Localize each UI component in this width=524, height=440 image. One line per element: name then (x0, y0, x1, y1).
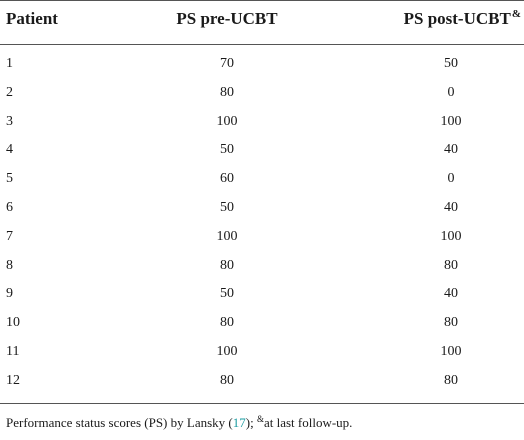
table-row: 2 80 0 (0, 85, 524, 114)
table-row: 8 80 80 (0, 258, 524, 287)
header-patient: Patient (6, 9, 58, 28)
cell-ps-post: 0 (447, 84, 455, 100)
cell-ps-pre: 50 (220, 199, 234, 215)
header-bottom-rule (0, 44, 524, 45)
table-row: 11 100 100 (0, 344, 524, 373)
footnote-reference-link[interactable]: 17 (232, 415, 246, 430)
cell-patient: 5 (6, 171, 13, 187)
cell-patient: 4 (6, 142, 13, 158)
table-top-rule (0, 0, 524, 1)
cell-ps-pre: 80 (220, 257, 234, 273)
cell-patient: 10 (6, 315, 20, 331)
cell-ps-pre: 100 (216, 113, 238, 129)
table-row: 1 70 50 (0, 56, 524, 85)
footnote-mark: & (256, 414, 264, 424)
cell-patient: 6 (6, 199, 13, 215)
cell-ps-pre: 80 (220, 372, 234, 388)
cell-patient: 9 (6, 286, 13, 302)
table-row: 3 100 100 (0, 114, 524, 143)
cell-ps-post: 100 (440, 343, 462, 359)
header-ps-post: PS post-UCBT& (376, 9, 521, 29)
cell-ps-post: 100 (440, 228, 462, 244)
table-row: 5 60 0 (0, 171, 524, 200)
footnote-text-before: Performance status scores (PS) by Lansky… (6, 415, 233, 430)
cell-patient: 3 (6, 113, 13, 129)
table-row: 7 100 100 (0, 229, 524, 258)
cell-patient: 7 (6, 228, 13, 244)
table-row: 10 80 80 (0, 315, 524, 344)
cell-patient: 1 (6, 56, 13, 71)
cell-ps-post: 40 (444, 286, 458, 302)
table-bottom-rule (0, 403, 524, 404)
header-ps-pre: PS pre-UCBT (176, 9, 278, 28)
cell-ps-post: 40 (444, 199, 458, 215)
table-row: 6 50 40 (0, 200, 524, 229)
cell-patient: 8 (6, 257, 13, 273)
cell-ps-post: 80 (444, 372, 458, 388)
cell-ps-pre: 70 (220, 56, 234, 71)
table-row: 9 50 40 (0, 286, 524, 315)
cell-patient: 2 (6, 84, 13, 100)
table-header-row: Patient PS pre-UCBT PS post-UCBT& (0, 0, 524, 44)
footnote-text-after: at last follow-up. (263, 415, 353, 430)
cell-patient: 11 (6, 343, 20, 359)
cell-ps-post: 40 (444, 142, 458, 158)
cell-ps-post: 100 (440, 113, 462, 129)
footnote-text-middle: ); (245, 415, 257, 430)
cell-ps-pre: 100 (216, 343, 238, 359)
cell-ps-post: 50 (444, 56, 458, 71)
cell-patient: 12 (6, 372, 20, 388)
table-footnote: Performance status scores (PS) by Lansky… (6, 415, 352, 431)
table-body: 1 70 50 2 80 0 3 100 100 4 50 40 5 60 0 6 50 40 7 100 100 8 80… (0, 56, 524, 402)
cell-ps-post: 80 (444, 315, 458, 331)
header-ps-post-footnote-mark: & (511, 8, 521, 20)
cell-ps-pre: 50 (220, 142, 234, 158)
header-ps-post-label: PS post-UCBT (403, 9, 511, 28)
cell-ps-pre: 80 (220, 84, 234, 100)
cell-ps-pre: 100 (216, 228, 238, 244)
table-row: 4 50 40 (0, 142, 524, 171)
cell-ps-post: 80 (444, 257, 458, 273)
cell-ps-pre: 80 (220, 315, 234, 331)
table-row: 12 80 80 (0, 373, 524, 402)
cell-ps-post: 0 (447, 171, 455, 187)
cell-ps-pre: 50 (220, 286, 234, 302)
cell-ps-pre: 60 (220, 171, 234, 187)
